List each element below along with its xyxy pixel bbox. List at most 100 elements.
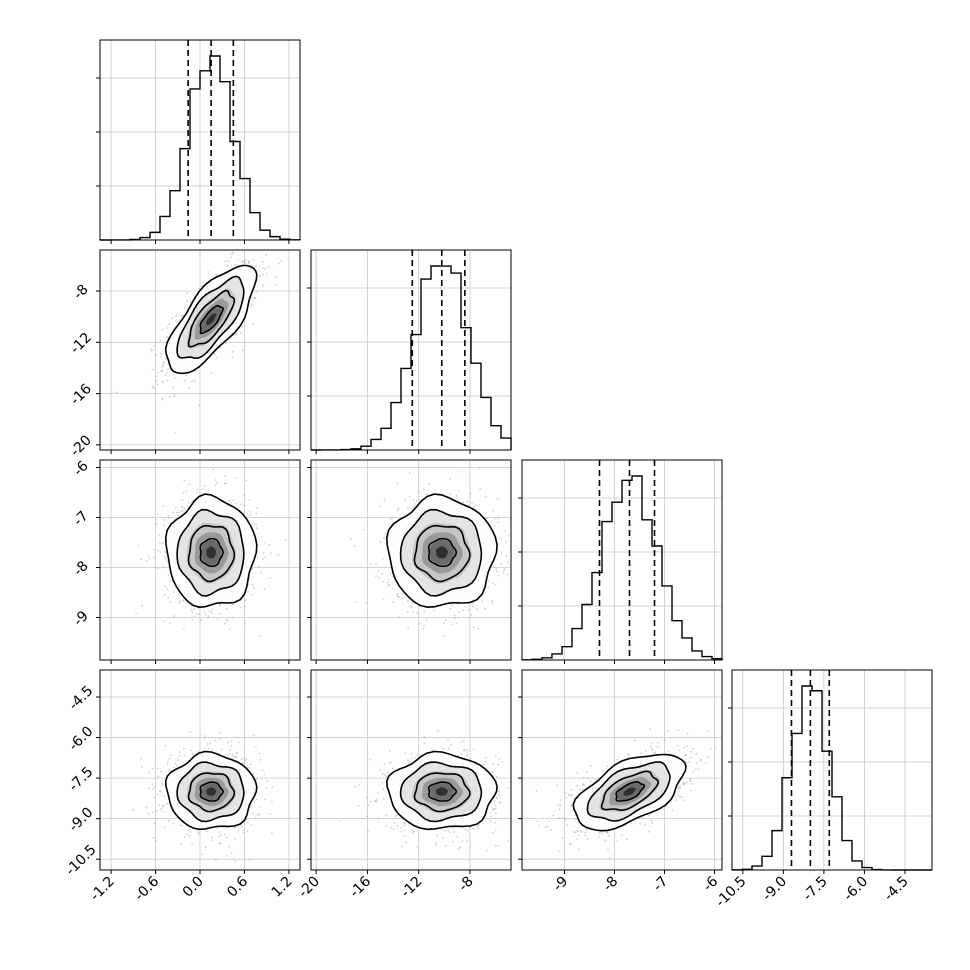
scatter-point [449, 607, 452, 610]
scatter-point [412, 499, 415, 501]
scatter-point [150, 350, 153, 353]
scatter-point [169, 395, 171, 398]
panel-3-0-body [132, 731, 274, 863]
scatter-point [196, 489, 199, 491]
scatter-point [231, 603, 234, 606]
scatter-point [229, 749, 232, 752]
scatter-point [470, 613, 473, 616]
scatter-point [678, 749, 680, 752]
hist-1-step [310, 265, 512, 451]
scatter-point [244, 599, 247, 602]
scatter-point [402, 824, 405, 827]
scatter-point [245, 259, 248, 262]
scatter-point [220, 748, 223, 751]
scatter-point [218, 835, 220, 838]
scatter-point [414, 757, 416, 759]
x-tick-label: -6.0 [841, 874, 872, 905]
scatter-point [135, 612, 138, 615]
scatter-point [164, 744, 167, 747]
scatter-point [513, 818, 515, 820]
scatter-point [232, 251, 234, 254]
scatter-point [255, 265, 258, 267]
scatter-point [258, 814, 261, 817]
scatter-point [369, 758, 372, 761]
scatter-point [228, 845, 231, 848]
scatter-point [492, 509, 495, 512]
panel-2-0-contour-3 [199, 537, 224, 567]
x-tick-label: -4.5 [881, 874, 912, 905]
scatter-point [157, 549, 160, 552]
scatter-point [166, 379, 169, 382]
scatter-point [153, 786, 156, 788]
scatter-point [161, 805, 164, 807]
scatter-point [455, 622, 458, 625]
hist-2-step [521, 475, 723, 661]
scatter-point [451, 604, 453, 607]
scatter-point [493, 808, 496, 811]
scatter-point [218, 604, 221, 607]
scatter-point [653, 752, 655, 755]
scatter-point [447, 739, 449, 741]
scatter-point [466, 500, 469, 503]
x-tick-label: -10.5 [713, 874, 750, 911]
scatter-point [383, 762, 386, 765]
scatter-point [412, 831, 414, 833]
scatter-point [150, 348, 153, 351]
scatter-point [233, 827, 236, 829]
scatter-point [396, 509, 399, 511]
scatter-point [411, 828, 414, 831]
y-tick-label: -10.5 [63, 842, 100, 879]
scatter-point [396, 825, 399, 827]
scatter-point [162, 620, 165, 623]
scatter-point [201, 487, 204, 490]
scatter-point [186, 292, 188, 295]
scatter-point [383, 498, 386, 500]
scatter-point [498, 758, 501, 761]
scatter-point [265, 787, 268, 789]
scatter-point [657, 741, 659, 744]
y-tick-label: -9.0 [66, 805, 97, 836]
scatter-point [491, 831, 494, 834]
scatter-point [161, 782, 164, 785]
scatter-point [234, 502, 237, 505]
scatter-point [410, 606, 413, 609]
scatter-point [182, 599, 185, 602]
scatter-point [271, 786, 274, 788]
scatter-point [462, 739, 465, 742]
scatter-point [187, 505, 190, 507]
scatter-point [436, 834, 439, 836]
scatter-point [396, 593, 399, 595]
scatter-point [174, 432, 176, 434]
scatter-point [486, 849, 488, 852]
scatter-point [153, 387, 155, 390]
scatter-point [249, 511, 251, 513]
scatter-point [231, 356, 234, 358]
scatter-point [497, 574, 500, 577]
y-tick-label: -4.5 [66, 683, 97, 714]
scatter-point [153, 556, 156, 559]
scatter-point [481, 600, 483, 603]
scatter-point [259, 275, 261, 277]
scatter-point [369, 563, 372, 565]
scatter-point [247, 821, 249, 824]
scatter-point [234, 838, 237, 840]
panel-3-1-contour-3 [427, 781, 458, 802]
scatter-point [260, 571, 262, 574]
scatter-point [211, 836, 214, 839]
scatter-point [189, 300, 192, 303]
scatter-point [241, 261, 243, 264]
scatter-point [259, 759, 262, 761]
scatter-point [477, 827, 479, 829]
scatter-point [160, 370, 163, 373]
scatter-point [240, 503, 243, 506]
scatter-point [285, 539, 287, 541]
scatter-point [210, 839, 213, 842]
scatter-point [571, 793, 573, 796]
scatter-point [204, 735, 207, 737]
scatter-point [164, 374, 167, 377]
scatter-point [159, 790, 162, 792]
panel-3-0: -1.2 -0.6 0.0 0.6 1.2-10.5-9.0-7.5-6.0-4.5 [63, 669, 301, 904]
panel-2-1-body [350, 467, 511, 638]
scatter-point [205, 614, 208, 616]
hist-1-panel [307, 249, 512, 454]
